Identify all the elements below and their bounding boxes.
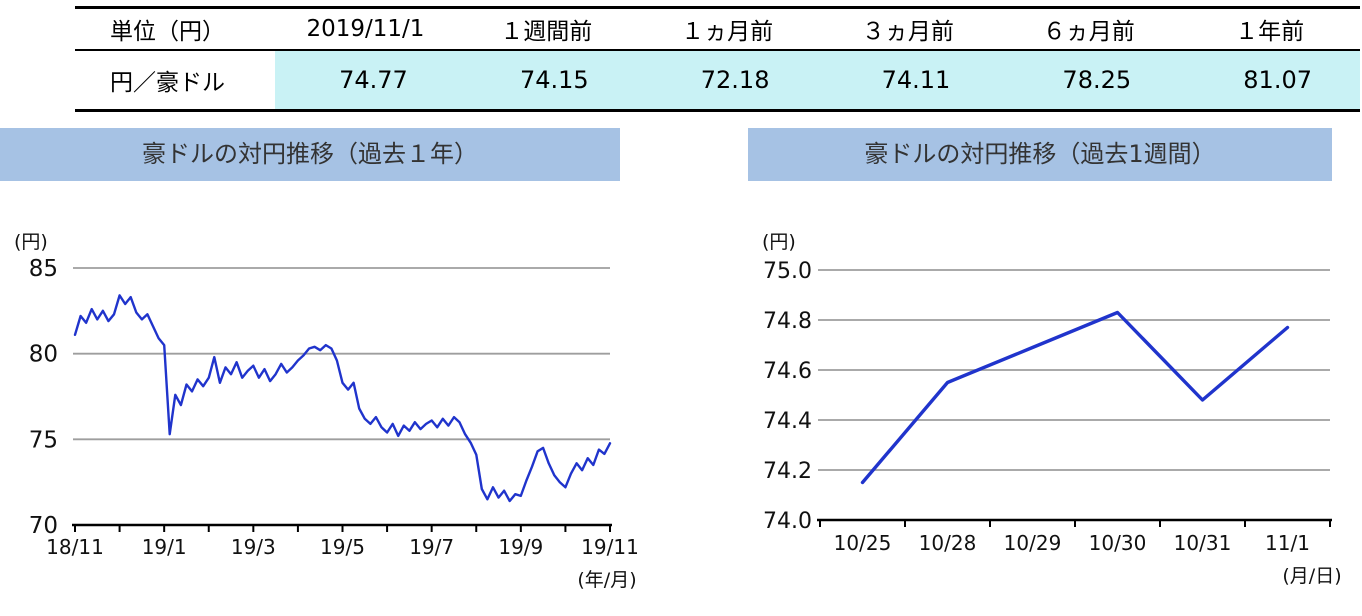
x-unit-label: (年/月) <box>577 569 636 591</box>
x-tick-label: 10/28 <box>919 531 977 555</box>
row-label-jpy-aud: 円／豪ドル <box>75 50 275 111</box>
table-row-jpy-aud: 円／豪ドル 74.77 74.15 72.18 74.11 78.25 81.0… <box>75 50 1360 111</box>
table-header-6month-ago: ６ヵ月前 <box>998 6 1180 51</box>
x-tick-label: 19/11 <box>581 535 639 559</box>
year-chart-canvas: 70 75 80 85 18/11 19/1 19/3 19/5 19/7 19/9 19/11 (円… <box>14 231 639 591</box>
y-tick-label: 75.0 <box>763 259 812 284</box>
value-3month-ago: 74.11 <box>817 50 999 111</box>
x-tick-label: 19/1 <box>142 535 187 559</box>
table-header-unit: 単位（円） <box>75 6 275 51</box>
y-tick-label: 74.4 <box>763 409 812 434</box>
price-line <box>73 294 612 503</box>
year-chart-title: 豪ドルの対円推移（過去１年） <box>0 128 620 181</box>
y-tick-label: 74.2 <box>763 459 812 484</box>
table-header-current: 2019/11/1 <box>275 6 456 51</box>
table-header-1year-ago: １年前 <box>1179 6 1360 51</box>
x-tick-label: 19/9 <box>498 535 543 559</box>
table-header-1month-ago: １ヵ月前 <box>636 6 818 51</box>
table-header-3month-ago: ３ヵ月前 <box>817 6 999 51</box>
value-1week-ago: 74.15 <box>455 50 637 111</box>
value-1month-ago: 72.18 <box>636 50 818 111</box>
x-unit-label: (月/日) <box>1282 565 1341 587</box>
x-tick-label: 10/31 <box>1174 531 1232 555</box>
x-tick-label: 11/1 <box>1265 531 1310 555</box>
x-tick-label: 19/7 <box>409 535 454 559</box>
x-tick-label: 18/11 <box>46 535 104 559</box>
x-tick-label: 10/30 <box>1089 531 1147 555</box>
x-tick-label: 19/3 <box>231 535 276 559</box>
y-tick-label: 80 <box>29 342 58 368</box>
y-unit-label: (円) <box>14 231 48 253</box>
value-6month-ago: 78.25 <box>998 50 1180 111</box>
x-tick-label: 10/29 <box>1004 531 1062 555</box>
rate-table-header-row: 単位（円） 2019/11/1 １週間前 １ヵ月前 ３ヵ月前 ６ヵ月前 １年前 <box>75 6 1360 51</box>
y-unit-label: (円) <box>762 231 796 253</box>
week-chart-canvas: 74.0 74.2 74.4 74.6 74.8 75.0 10/25 10/28 10/29 1… <box>762 231 1342 587</box>
y-tick-label: 70 <box>29 513 58 539</box>
value-current: 74.77 <box>275 50 456 111</box>
x-tick-label: 10/25 <box>834 531 892 555</box>
y-tick-label: 75 <box>29 427 58 453</box>
value-1year-ago: 81.07 <box>1179 50 1360 111</box>
week-chart-title: 豪ドルの対円推移（過去1週間） <box>748 128 1332 181</box>
x-tick-label: 19/5 <box>320 535 365 559</box>
y-tick-label: 74.0 <box>763 509 812 534</box>
price-line <box>860 310 1290 485</box>
table-header-1week-ago: １週間前 <box>455 6 637 51</box>
rate-table: 単位（円） 2019/11/1 １週間前 １ヵ月前 ３ヵ月前 ６ヵ月前 １年前 … <box>75 6 1360 112</box>
y-tick-label: 74.8 <box>763 309 812 334</box>
y-tick-label: 85 <box>29 256 58 282</box>
y-tick-label: 74.6 <box>763 359 812 384</box>
